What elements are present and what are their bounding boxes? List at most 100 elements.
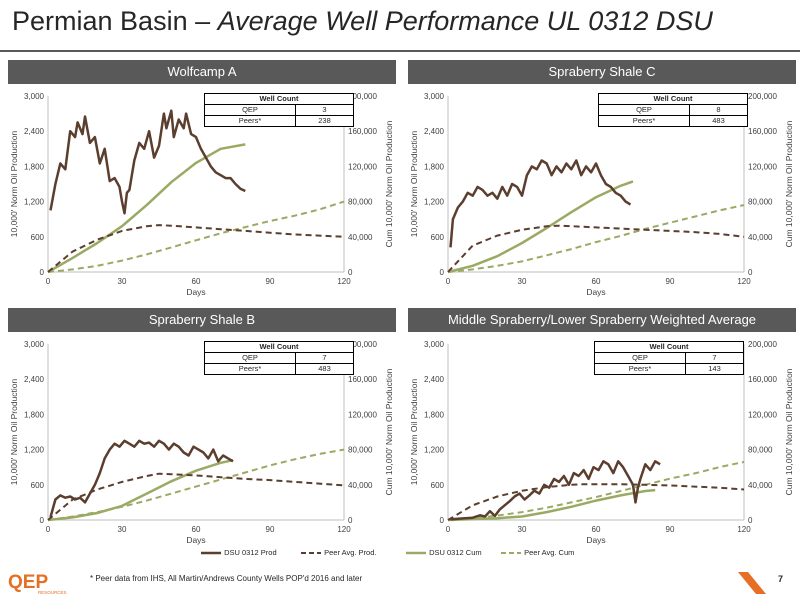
series-line-dsu-0312-cum — [447, 180, 634, 274]
well-count-value: 483 — [689, 115, 748, 127]
page-number: 7 — [778, 574, 784, 584]
well-count-label: QEP — [203, 352, 297, 364]
series-line-dsu-0312-prod — [49, 109, 246, 215]
series-line-peer-avg-cum — [447, 460, 745, 521]
series-line-peer-avg-prod — [47, 224, 345, 273]
series-line-dsu-0312-cum — [47, 458, 234, 522]
series-line-peer-avg-cum — [47, 448, 345, 521]
chart-panel-wolfcamp-a: Wolfcamp A 0 600 1,200 1,800 2,400 3,000 0 40,0… — [8, 60, 398, 300]
x-tick-label: 60 — [592, 525, 601, 534]
y-axis-label: 10,000' Norm Oil Production — [409, 130, 419, 237]
series-line-peer-avg-cum — [447, 204, 745, 273]
y2-tick-label: 120,000 — [748, 162, 777, 171]
y-tick-label: 600 — [431, 481, 445, 490]
slide-title: Permian Basin – Average Well Performance… — [12, 6, 713, 37]
chart-panel-spraberry-shale-c: Spraberry Shale C 0 600 1,200 1,800 2,400 3,0… — [408, 60, 798, 300]
y-tick-label: 2,400 — [424, 375, 445, 384]
well-count-value: 238 — [295, 115, 354, 127]
legend-label: Peer Avg. Prod. — [324, 548, 377, 557]
y-tick-label: 1,800 — [24, 410, 45, 419]
y2-tick-label: 0 — [348, 268, 353, 277]
legend-item: Peer Avg. Cum — [500, 548, 574, 557]
well-count-table: Well Count QEP 8 Peers* 483 — [597, 93, 748, 127]
y-tick-label: 3,000 — [24, 340, 45, 349]
y-tick-label: 3,000 — [424, 92, 445, 101]
y-tick-label: 1,800 — [424, 162, 445, 171]
legend-item: DSU 0312 Cum — [405, 548, 482, 557]
chart-panel-middle-lower-spraberry: Middle Spraberry/Lower Spraberry Weighte… — [408, 308, 798, 548]
chart-title: Spraberry Shale C — [408, 60, 796, 84]
logo-text: QEP — [8, 572, 48, 593]
y-tick-label: 3,000 — [24, 92, 45, 101]
y2-tick-label: 40,000 — [348, 233, 373, 242]
well-count-label: QEP — [597, 104, 691, 116]
x-axis-label: Days — [186, 287, 205, 297]
slide-title-plain: Permian Basin – — [12, 6, 218, 36]
y2-tick-label: 160,000 — [348, 375, 377, 384]
y2-tick-label: 40,000 — [348, 481, 373, 490]
x-tick-label: 30 — [518, 277, 527, 286]
well-count-table: Well Count QEP 3 Peers* 238 — [203, 93, 354, 127]
y2-tick-label: 200,000 — [748, 340, 777, 349]
y2-tick-label: 160,000 — [748, 127, 777, 136]
well-count-label: Peers* — [203, 115, 297, 127]
footnote: * Peer data from IHS, All Martin/Andrews… — [90, 574, 363, 583]
well-count-value: 483 — [295, 363, 354, 375]
well-count-value: 143 — [685, 363, 744, 375]
logo-mark: QEP RESOURCES — [8, 572, 67, 595]
y2-tick-label: 200,000 — [748, 92, 777, 101]
y2-tick-label: 0 — [748, 268, 753, 277]
y-tick-label: 3,000 — [424, 340, 445, 349]
corner-chevron-icon — [738, 572, 766, 594]
y2-axis-label: Cum 10,000' Norm Oil Production — [384, 120, 394, 247]
x-axis-label: Days — [186, 535, 205, 545]
well-count-value: 7 — [295, 352, 354, 364]
x-tick-label: 90 — [666, 525, 675, 534]
y2-tick-label: 200,000 — [348, 92, 377, 101]
y2-axis-label: Cum 10,000' Norm Oil Production — [784, 120, 794, 247]
chart-title: Wolfcamp A — [8, 60, 396, 84]
y2-axis-label: Cum 10,000' Norm Oil Production — [384, 368, 394, 495]
x-tick-label: 60 — [192, 525, 201, 534]
y2-tick-label: 40,000 — [748, 233, 773, 242]
well-count-label: Peers* — [597, 115, 691, 127]
logo-subtext: RESOURCES — [38, 590, 67, 595]
well-count-label: Peers* — [593, 363, 687, 375]
y-tick-label: 2,400 — [424, 127, 445, 136]
y2-tick-label: 40,000 — [748, 481, 773, 490]
x-tick-label: 30 — [118, 525, 127, 534]
y-axis-label: 10,000' Norm Oil Production — [409, 378, 419, 485]
well-count-value: 7 — [685, 352, 744, 364]
y-tick-label: 1,800 — [24, 162, 45, 171]
y2-tick-label: 80,000 — [748, 198, 773, 207]
series-line-peer-avg-prod — [47, 472, 345, 521]
well-count-header: Well Count — [594, 341, 744, 353]
y2-tick-label: 160,000 — [348, 127, 377, 136]
y-tick-label: 2,400 — [24, 375, 45, 384]
chart-title: Middle Spraberry/Lower Spraberry Weighte… — [408, 308, 796, 332]
title-divider — [0, 50, 800, 52]
y2-tick-label: 80,000 — [348, 446, 373, 455]
y-tick-label: 1,200 — [424, 198, 445, 207]
y-tick-label: 1,200 — [24, 198, 45, 207]
legend-label: DSU 0312 Prod — [224, 548, 277, 557]
series-line-dsu-0312-cum — [47, 143, 246, 274]
slide-title-italic: Average Well Performance UL 0312 DSU — [217, 6, 713, 36]
x-tick-label: 0 — [46, 277, 51, 286]
legend-item: DSU 0312 Prod — [200, 548, 277, 557]
series-line-dsu-0312-prod — [450, 460, 661, 521]
well-count-value: 8 — [689, 104, 748, 116]
x-tick-label: 30 — [518, 525, 527, 534]
y2-tick-label: 80,000 — [748, 446, 773, 455]
y-tick-label: 2,400 — [24, 127, 45, 136]
series-line-dsu-0312-prod — [449, 159, 632, 248]
well-count-value: 3 — [295, 104, 354, 116]
x-tick-label: 0 — [446, 277, 451, 286]
x-axis-label: Days — [586, 535, 605, 545]
x-tick-label: 90 — [266, 525, 275, 534]
well-count-table: Well Count QEP 7 Peers* 143 — [593, 341, 744, 375]
x-tick-label: 120 — [337, 277, 351, 286]
chart-svg: 06001,2001,8002,4003,000040,00080,000120… — [9, 92, 394, 297]
x-tick-label: 0 — [46, 525, 51, 534]
x-tick-label: 60 — [192, 277, 201, 286]
